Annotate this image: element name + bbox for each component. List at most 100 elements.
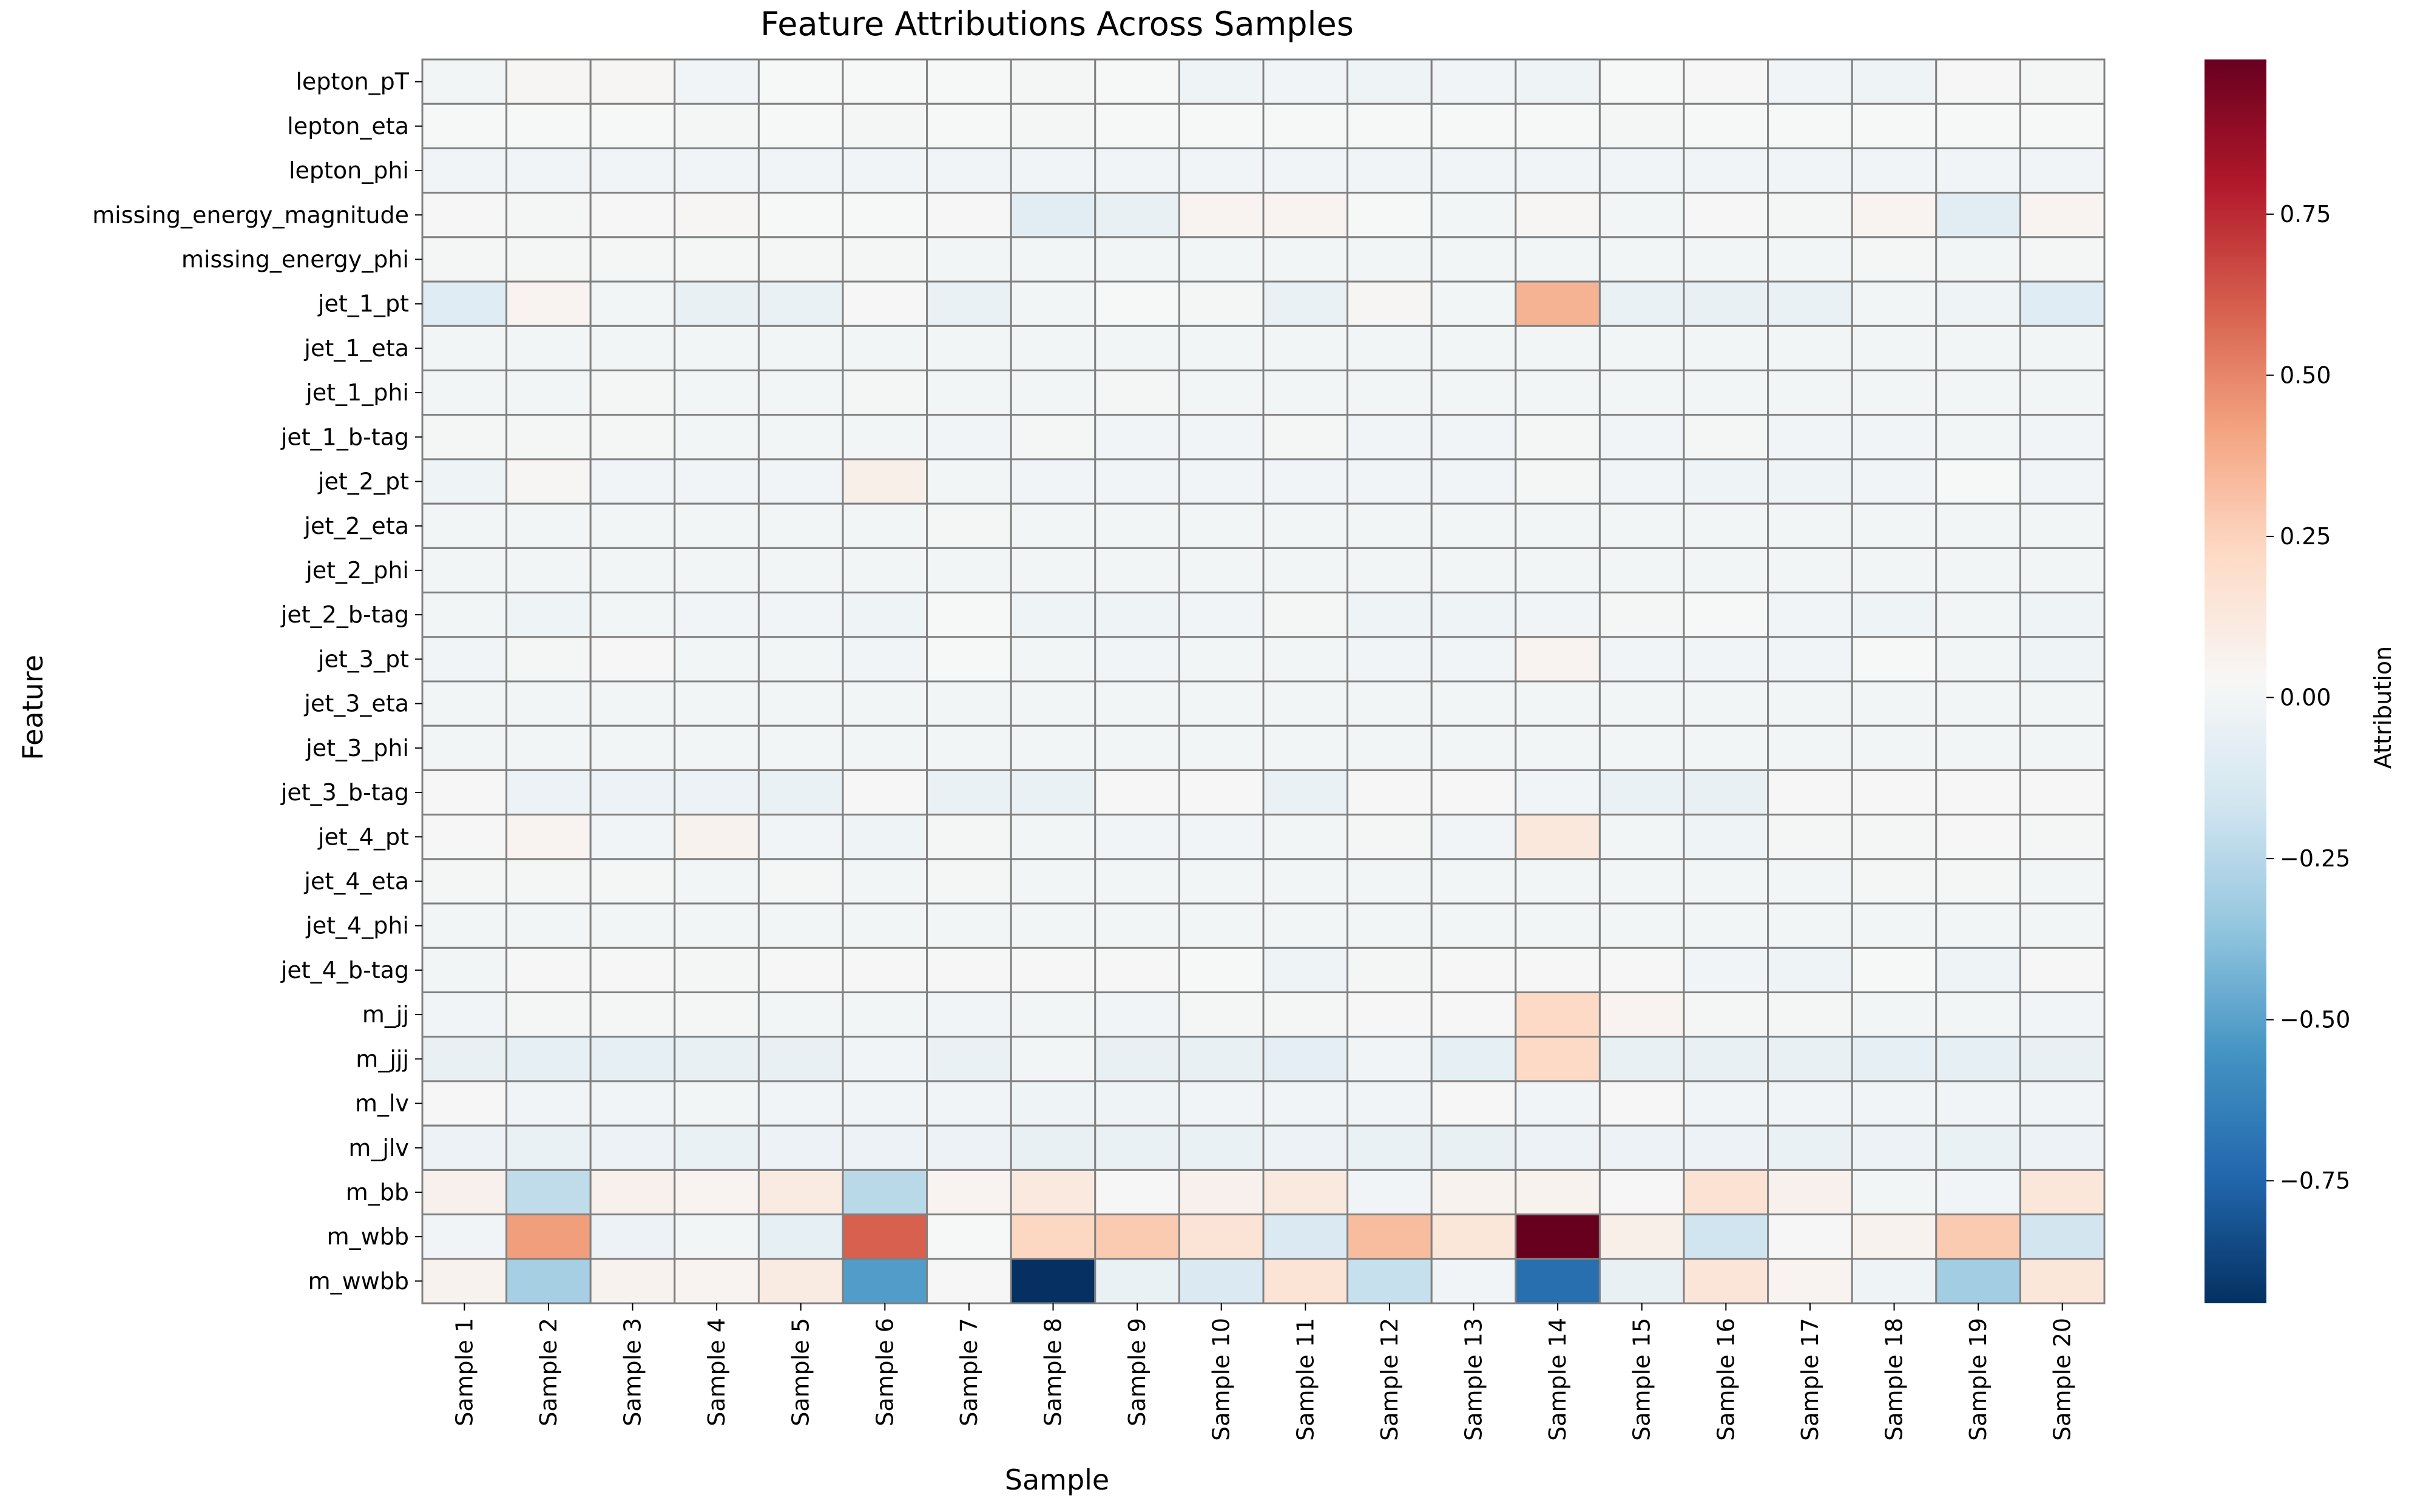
y-tick-label: jet_3_b-tag (280, 779, 409, 806)
heatmap-cell (1346, 547, 1433, 594)
heatmap-cell (421, 947, 508, 994)
heatmap-cell (1010, 547, 1096, 594)
heatmap-cell (1767, 236, 1853, 283)
heatmap-cell (1515, 325, 1601, 371)
heatmap-cell (1346, 814, 1433, 860)
heatmap-cell (1683, 1036, 1769, 1082)
heatmap-cell (1515, 192, 1601, 238)
heatmap-cell (1851, 192, 1938, 238)
heatmap-cell (1683, 680, 1769, 727)
heatmap-cell (757, 680, 844, 727)
heatmap-cell (1346, 325, 1433, 371)
heatmap-cell (2019, 680, 2106, 727)
y-tick-label: jet_2_b-tag (280, 601, 409, 628)
heatmap-cell (842, 1258, 928, 1304)
heatmap-cell (1346, 1080, 1433, 1127)
heatmap-cell (589, 58, 676, 105)
heatmap-cell (2019, 814, 2106, 860)
heatmap-cell (421, 1080, 508, 1127)
heatmap-cell (1935, 236, 2021, 283)
heatmap-cell (926, 991, 1012, 1038)
heatmap-cell (757, 1213, 844, 1260)
heatmap-cell (1262, 325, 1349, 371)
y-tick-label: m_wwbb (308, 1267, 409, 1294)
heatmap-cell (842, 858, 928, 905)
heatmap-cell (1430, 236, 1517, 283)
heatmap-cell (1346, 192, 1433, 238)
heatmap-cell (1178, 1258, 1265, 1304)
heatmap-cell (1010, 991, 1096, 1038)
heatmap-cell (505, 1124, 592, 1171)
heatmap-cell (1767, 103, 1853, 149)
heatmap-cell (505, 414, 592, 461)
colorbar-tick-label: −0.75 (2280, 1167, 2350, 1194)
heatmap-cell (1094, 991, 1180, 1038)
heatmap-cell (674, 370, 760, 416)
y-tick-label: jet_1_b-tag (280, 424, 409, 450)
heatmap-cell (1515, 1258, 1601, 1304)
heatmap-cell (1515, 547, 1601, 594)
heatmap-cell (589, 502, 676, 549)
heatmap-cell (674, 58, 760, 105)
y-tick-label: jet_3_eta (303, 690, 409, 717)
heatmap-cell (1515, 1213, 1601, 1260)
heatmap-cell (1598, 502, 1685, 549)
heatmap-cell (1515, 991, 1601, 1038)
heatmap-cell (589, 592, 676, 638)
heatmap-cell (1262, 680, 1349, 727)
heatmap-cell (1683, 1124, 1769, 1171)
heatmap-cell (2019, 902, 2106, 949)
heatmap-cell (1683, 192, 1769, 238)
heatmap-cell (1683, 1213, 1769, 1260)
heatmap-cell (1598, 814, 1685, 860)
heatmap-cell (1430, 1036, 1517, 1082)
heatmap-cell (1767, 680, 1853, 727)
heatmap-cell (926, 1213, 1012, 1260)
heatmap-cell (505, 1036, 592, 1082)
heatmap-cell (1430, 192, 1517, 238)
x-tick-label: Sample 4 (703, 1318, 730, 1426)
heatmap-cell (926, 547, 1012, 594)
heatmap-cell (1515, 458, 1601, 505)
heatmap-cell (1430, 1124, 1517, 1171)
heatmap-cell (1346, 1258, 1433, 1304)
heatmap-cell (1767, 502, 1853, 549)
heatmap-cell (1598, 325, 1685, 371)
heatmap-cell (1178, 414, 1265, 461)
heatmap-cell (1767, 769, 1853, 816)
x-tick-label: Sample 1 (451, 1318, 478, 1426)
heatmap-cell (926, 370, 1012, 416)
heatmap-cell (2019, 1258, 2106, 1304)
heatmap-cell (1683, 1169, 1769, 1216)
heatmap-cell (1515, 147, 1601, 194)
heatmap-cell (674, 592, 760, 638)
heatmap-cell (926, 636, 1012, 683)
heatmap-cell (1851, 458, 1938, 505)
heatmap-cell (1767, 370, 1853, 416)
y-tick-label: jet_3_pt (317, 646, 409, 672)
heatmap-cell (1262, 414, 1349, 461)
heatmap-cell (505, 192, 592, 238)
heatmap-cell (1346, 1124, 1433, 1171)
heatmap-cell (1935, 902, 2021, 949)
heatmap-cell (1178, 592, 1265, 638)
heatmap-cell (1178, 1036, 1265, 1082)
heatmap-cell (1094, 192, 1180, 238)
heatmap-cell (926, 280, 1012, 327)
heatmap-cell (1935, 991, 2021, 1038)
heatmap-cell (1346, 991, 1433, 1038)
heatmap-cell (421, 58, 508, 105)
heatmap-cell (1262, 947, 1349, 994)
heatmap-cell (1683, 414, 1769, 461)
heatmap-cell (505, 325, 592, 371)
heatmap-cell (1346, 236, 1433, 283)
y-axis-label: Feature (16, 655, 49, 760)
heatmap-cell (1094, 858, 1180, 905)
heatmap-cell (757, 636, 844, 683)
heatmap-cell (1178, 325, 1265, 371)
heatmap-cell (1598, 636, 1685, 683)
heatmap-cell (926, 592, 1012, 638)
heatmap-cell (1178, 236, 1265, 283)
x-tick-label: Sample 20 (2049, 1318, 2076, 1441)
heatmap-cell (421, 236, 508, 283)
